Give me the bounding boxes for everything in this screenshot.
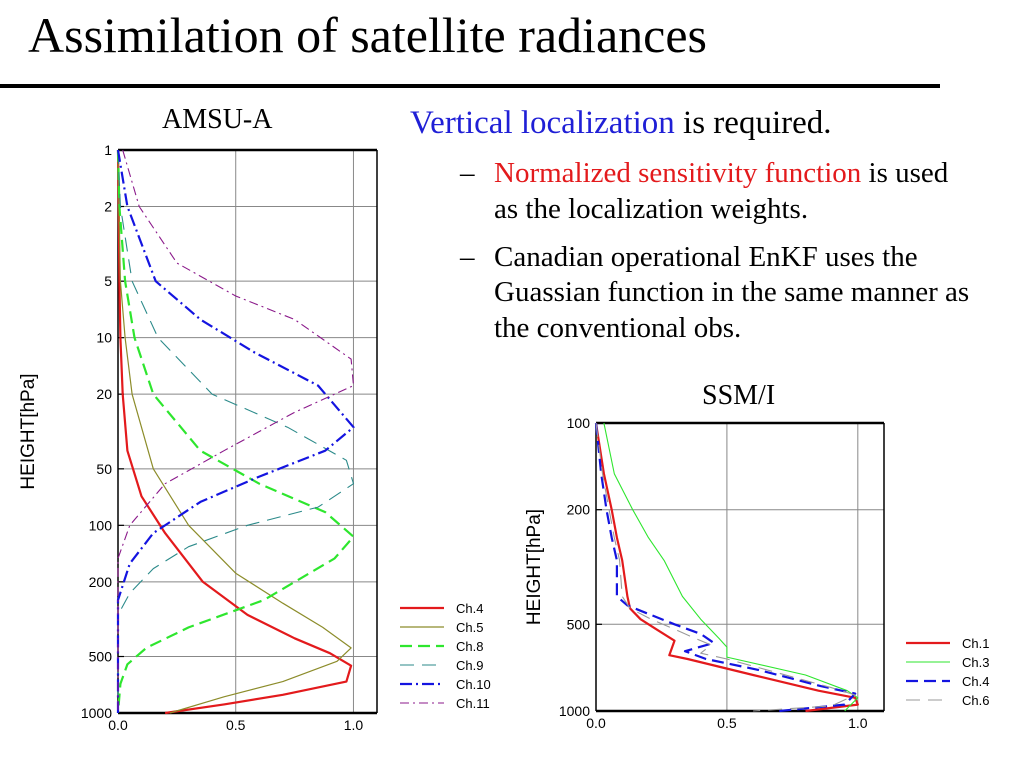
amsu-y-axis-label: HEIGHT[hPa] [20,373,39,489]
amsu-legend-label: Ch.10 [456,677,491,692]
amsu-ytick-label: 20 [96,386,112,402]
ssmi-series-line-ch6 [595,422,856,712]
amsu-series-line-ch8 [116,149,355,714]
amsu-series-line-ch10 [116,149,355,713]
sub-bullet-dash: – [460,156,475,189]
ssmi-xtick-label: 0.0 [586,715,606,731]
amsu-series-line-ch4 [116,149,353,715]
ssmi-xtick-label: 0.5 [717,715,737,731]
main-bullet-accent: Vertical localization [410,105,675,141]
amsu-series-line-ch5 [117,149,352,714]
title-underline [0,84,940,88]
sub-bullet-2-text: Canadian operational EnKF uses the Guass… [494,240,970,345]
sub-bullet-1-accent: Normalized sensitivity function [494,156,862,189]
amsu-ytick-label: 1000 [81,705,112,721]
ssmi-ytick-label: 1000 [559,703,590,719]
bullet-list: Vertical localization is required. – Norm… [410,104,1010,347]
amsu-ytick-label: 500 [89,649,113,665]
main-bullet: Vertical localization is required. [410,104,1010,144]
slide-title: Assimilation of satellite radiances [28,7,707,63]
amsu-legend-label: Ch.8 [456,639,483,654]
ssmi-series-line-ch3 [603,422,859,712]
sub-bullet-dash: – [460,240,475,273]
amsu-title: AMSU-A [162,104,273,135]
amsu-ytick-label: 10 [96,330,112,346]
amsu-legend-label: Ch.11 [456,696,490,711]
amsu-legend-label: Ch.9 [456,658,483,673]
amsu-xtick-label: 0.0 [108,717,128,733]
ssmi-series-line-ch1 [594,422,859,713]
ssmi-legend-label: Ch.4 [962,674,989,689]
amsu-xtick-label: 0.5 [226,717,246,733]
sub-bullet-2: – Canadian operational EnKF uses the Guas… [460,240,974,348]
amsu-ytick-label: 2 [104,198,112,214]
amsu-ytick-label: 200 [89,574,113,590]
ssmi-y-axis-label: HEIGHT[hPa] [524,509,545,625]
ssmi-legend-label: Ch.3 [962,655,989,670]
amsu-ytick-label: 1 [104,142,112,158]
main-bullet-rest: is required. [674,105,832,141]
ssmi-ytick-label: 500 [567,616,591,632]
amsu-series-line-ch9 [117,149,355,713]
amsu-ytick-label: 5 [104,273,112,289]
sub-bullet-1: – Normalized sensitivity function is used… [460,156,974,228]
amsu-legend-label: Ch.5 [456,620,483,635]
ssmi-xtick-label: 1.0 [848,715,868,731]
amsu-xtick-label: 1.0 [344,717,364,733]
ssmi-series-line-ch4 [594,422,857,713]
ssmi-ytick-label: 200 [567,502,591,518]
amsu-ytick-label: 100 [89,517,113,533]
amsu-legend-label: Ch.4 [456,601,483,616]
ssmi-ytick-label: 100 [567,415,591,431]
sub-bullet-1-text: is used as the localization weights. [494,156,949,225]
ssmi-legend-label: Ch.1 [962,636,989,651]
ssmi-legend-label: Ch.6 [962,693,989,708]
ssmi-title: SSM/I [702,380,776,411]
amsu-ytick-label: 50 [96,461,112,477]
